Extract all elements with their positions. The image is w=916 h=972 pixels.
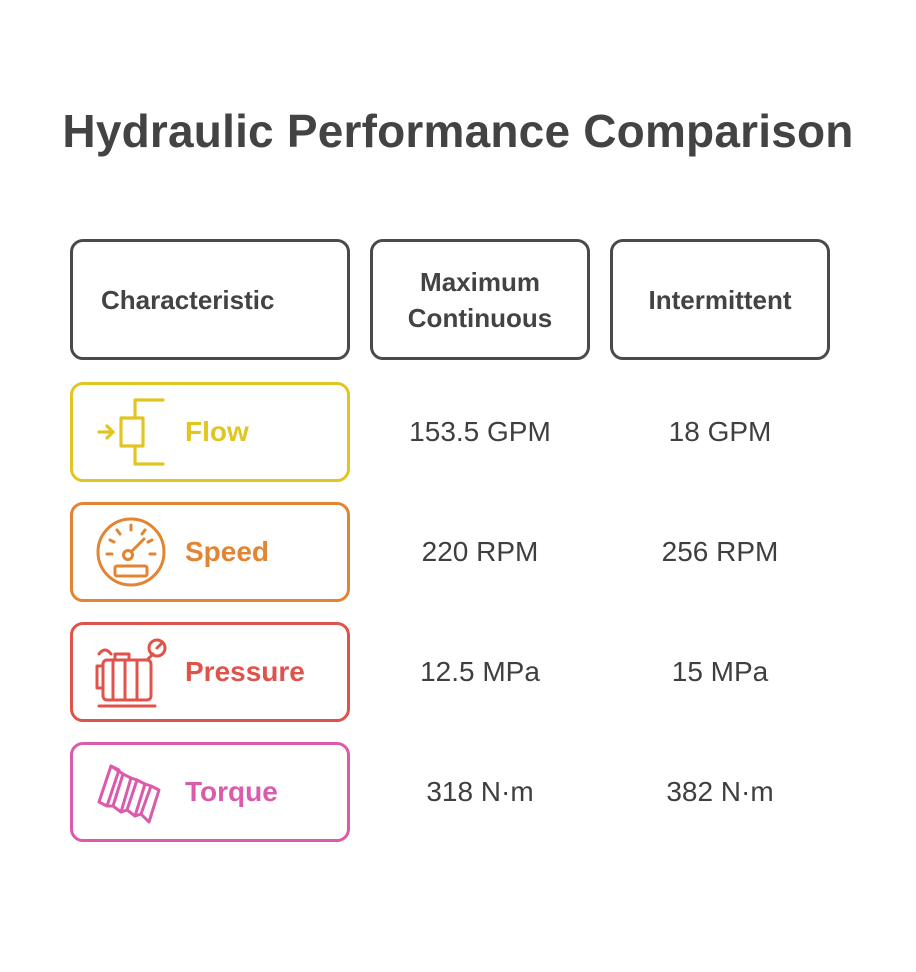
row-pressure: Pressure [70, 622, 350, 722]
speed-max-continuous: 220 RPM [421, 536, 539, 567]
row-speed-label: Speed [185, 536, 270, 567]
header-intermittent-label: Intermittent [648, 284, 792, 315]
row-flow: Flow [70, 382, 350, 482]
row-speed: Speed [70, 502, 350, 602]
row-pressure-label: Pressure [185, 656, 305, 687]
row-torque: Torque [70, 742, 350, 842]
header-max-continuous: Maximum Continuous [370, 239, 590, 360]
torque-max-continuous: 318 N·m [426, 776, 534, 807]
pressure-gauge-icon [95, 636, 167, 708]
header-max-continuous-label: Maximum Continuous [407, 266, 553, 333]
torque-intermittent: 382 N·m [666, 776, 774, 807]
row-torque-label: Torque [185, 776, 278, 807]
pressure-intermittent: 15 MPa [671, 656, 769, 687]
flow-icon [95, 396, 167, 468]
torque-spring-icon [95, 756, 167, 828]
header-characteristic: Characteristic [70, 239, 350, 360]
flow-intermittent: 18 GPM [668, 416, 772, 447]
pressure-max-continuous: 12.5 MPa [420, 656, 540, 687]
page-title: Hydraulic Performance Comparison [62, 105, 854, 157]
row-flow-label: Flow [185, 416, 249, 447]
flow-max-continuous: 153.5 GPM [409, 416, 551, 447]
header-characteristic-label: Characteristic [101, 284, 275, 315]
speedometer-icon [95, 516, 167, 588]
speed-intermittent: 256 RPM [661, 536, 779, 567]
header-intermittent: Intermittent [610, 239, 830, 360]
